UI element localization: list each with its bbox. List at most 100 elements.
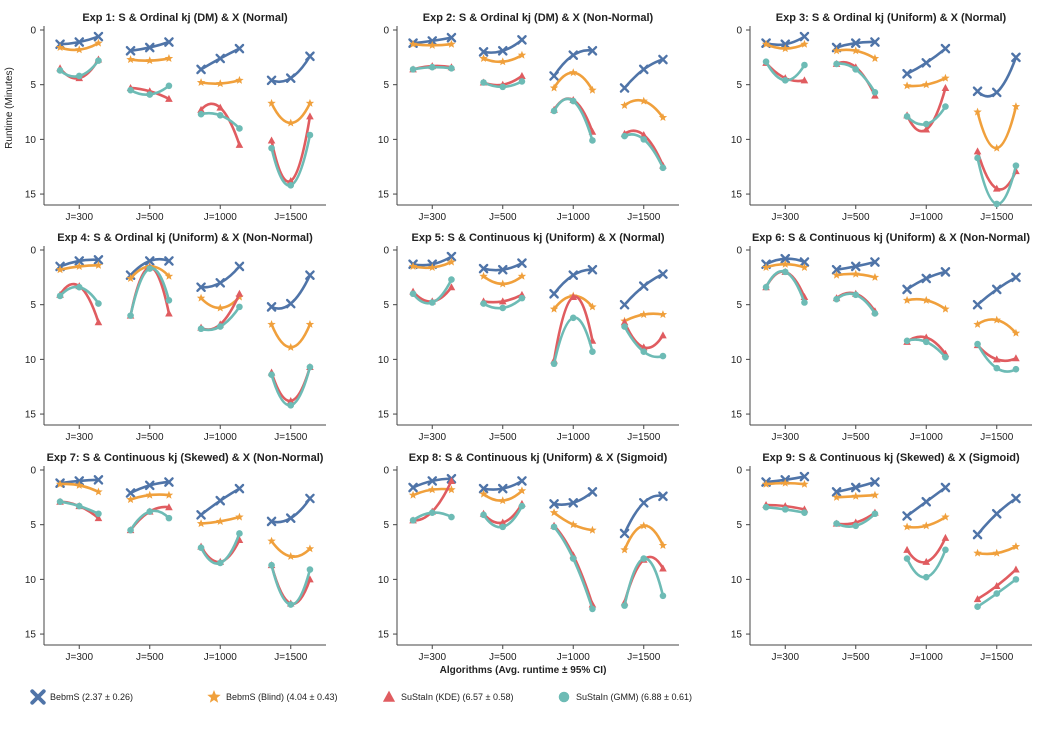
data-point: [75, 72, 83, 80]
data-point: [1011, 328, 1021, 337]
series-x: [761, 253, 1021, 310]
data-point: [267, 536, 276, 545]
data-point: [164, 490, 174, 499]
series-circle: [409, 276, 667, 368]
series-circle: [762, 58, 1020, 208]
data-point: [658, 491, 668, 502]
legend-label: BebmS (2.37 ± 0.26): [50, 692, 133, 702]
panel-title: Exp 7: S & Continuous kj (Skewed) & X (N…: [47, 452, 324, 464]
data-point: [518, 71, 526, 79]
x-tick-label: J=500: [136, 432, 164, 443]
data-point: [658, 269, 668, 279]
x-tick-label: J=500: [842, 432, 870, 443]
data-point: [550, 523, 558, 531]
data-point: [761, 263, 771, 272]
y-tick-label: 15: [25, 410, 37, 421]
data-point: [480, 79, 487, 86]
data-point: [922, 338, 930, 346]
data-point: [973, 548, 982, 557]
series-line: [976, 105, 1018, 150]
data-point: [216, 303, 225, 312]
data-point: [801, 61, 808, 69]
data-point: [780, 253, 791, 264]
data-point: [448, 64, 455, 72]
x-tick-label: J=1500: [627, 652, 661, 663]
data-point: [870, 37, 880, 47]
data-point: [285, 513, 296, 523]
data-point: [800, 479, 809, 488]
data-point: [286, 118, 295, 127]
x-tick-label: J=1000: [204, 432, 238, 443]
panel-7: Exp 7: S & Continuous kj (Skewed) & X (N…: [25, 452, 326, 663]
series-triangle: [409, 62, 667, 169]
data-point: [497, 45, 508, 56]
data-point: [942, 546, 949, 554]
panels-group: Exp 1: S & Ordinal kj (DM) & X (Normal) 0…: [25, 12, 1032, 663]
data-point: [871, 310, 879, 317]
data-point: [781, 259, 790, 268]
panel-9: Exp 9: S & Continuous kj (Skewed) & X (S…: [731, 452, 1032, 663]
x-tick-label: J=500: [489, 652, 517, 663]
data-point: [518, 78, 526, 85]
data-point: [93, 475, 104, 485]
data-point: [801, 509, 808, 516]
data-point: [479, 54, 488, 62]
data-point: [922, 557, 931, 565]
data-point: [144, 480, 155, 491]
data-point: [852, 291, 860, 299]
data-point: [126, 55, 135, 64]
y-tick-label: 15: [378, 410, 390, 421]
data-point: [446, 251, 457, 262]
data-point: [832, 46, 841, 55]
series-circle: [409, 502, 667, 613]
data-point: [991, 284, 1002, 295]
data-point: [75, 262, 84, 270]
data-point: [448, 513, 455, 521]
data-point: [216, 79, 225, 88]
data-point: [498, 57, 507, 66]
series-x: [55, 255, 315, 312]
series-line: [623, 524, 665, 552]
series-line: [976, 56, 1018, 98]
data-point: [973, 147, 982, 155]
legend: BebmS (2.37 ± 0.26) BebmS (Blind) (4.04 ±…: [30, 689, 692, 705]
data-point: [55, 479, 65, 488]
data-point: [640, 348, 648, 356]
data-point: [833, 60, 840, 68]
data-point: [216, 517, 225, 525]
legend-item: BebmS (2.37 ± 0.26): [30, 689, 133, 705]
panel-title: Exp 9: S & Continuous kj (Skewed) & X (S…: [762, 452, 1020, 464]
data-point: [517, 258, 527, 268]
data-point: [408, 39, 418, 48]
panel-3: Exp 3: S & Ordinal kj (Uniform) & X (Nor…: [731, 12, 1032, 223]
series-line: [764, 270, 806, 304]
data-point: [621, 602, 628, 609]
panel-5: Exp 5: S & Continuous kj (Uniform) & X (…: [378, 232, 679, 443]
series-star: [408, 257, 668, 325]
data-point: [497, 483, 508, 494]
data-point: [922, 521, 931, 530]
data-point: [871, 510, 879, 518]
data-point: [126, 274, 135, 282]
data-point: [569, 97, 577, 105]
data-point: [972, 529, 983, 540]
data-point: [903, 545, 911, 553]
data-point: [991, 508, 1002, 519]
y-tick-label: 10: [25, 135, 37, 146]
data-point: [165, 94, 173, 102]
data-point: [762, 283, 770, 291]
x-tick-label: J=1500: [980, 212, 1014, 223]
series-x: [408, 32, 668, 93]
data-point: [517, 35, 527, 45]
data-point: [850, 38, 861, 48]
data-point: [216, 559, 224, 567]
x-tick-label: J=1000: [204, 212, 238, 223]
data-point: [620, 545, 629, 554]
series-line: [552, 316, 594, 366]
data-point: [658, 310, 668, 319]
data-point: [94, 318, 103, 326]
data-point: [851, 46, 860, 55]
data-point: [942, 103, 949, 110]
data-point: [620, 318, 629, 326]
data-point: [216, 103, 225, 111]
